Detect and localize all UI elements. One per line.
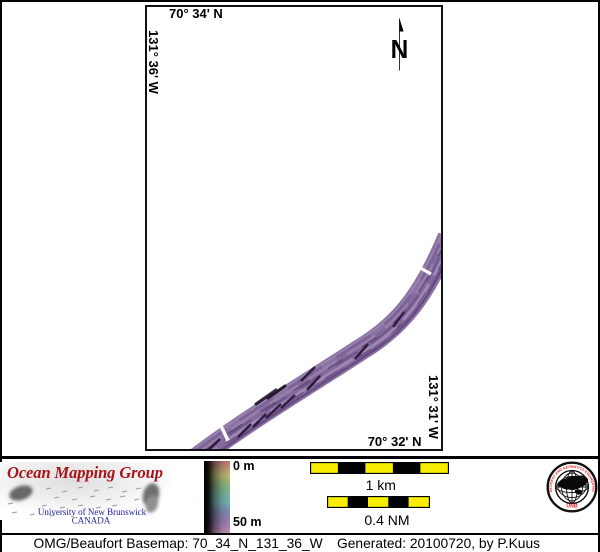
svg-text:N: N — [391, 35, 409, 64]
svg-text:University of New Brunswick: University of New Brunswick — [38, 507, 147, 517]
svg-text:Ocean Mapping Group: Ocean Mapping Group — [7, 463, 163, 482]
svg-text:UNB: UNB — [566, 503, 577, 509]
svg-text:CANADA: CANADA — [72, 516, 111, 526]
